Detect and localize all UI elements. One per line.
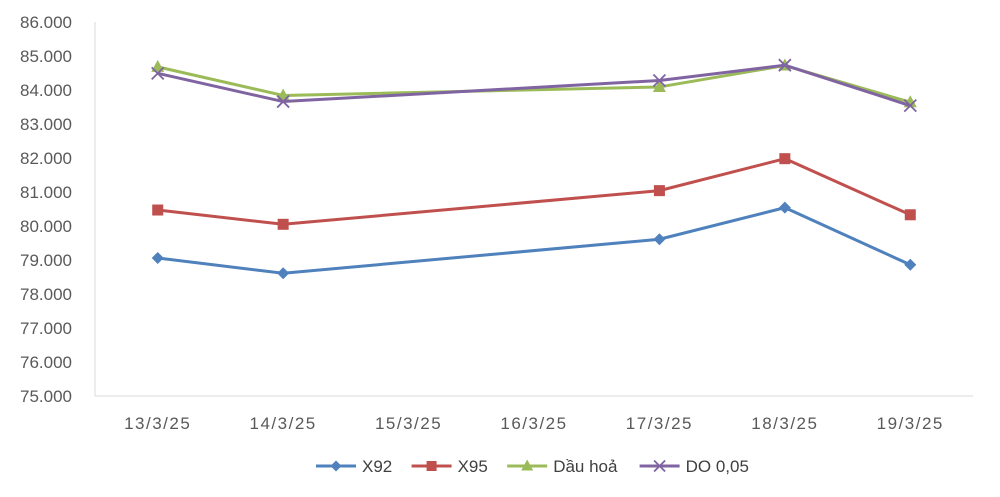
data-point (653, 233, 666, 246)
legend-label: Dầu hoả (553, 457, 618, 476)
data-point (652, 73, 667, 88)
x-tick-label: 17/3/25 (626, 414, 693, 433)
legend-item: X92 (316, 457, 392, 476)
y-tick-label: 75.000 (20, 387, 72, 406)
legend-marker (330, 460, 342, 472)
y-tick-label: 84.000 (20, 81, 72, 100)
y-tick-label: 86.000 (20, 13, 72, 32)
data-point (151, 66, 165, 80)
series-line (157, 63, 911, 108)
legend-marker (426, 461, 437, 471)
y-tick-label: 76.000 (20, 353, 72, 372)
data-point (277, 218, 289, 230)
data-point (151, 59, 165, 72)
series-line (157, 64, 911, 104)
data-point (151, 251, 164, 264)
series-triangle (151, 58, 917, 108)
legend-marker (653, 459, 666, 473)
data-point (903, 99, 917, 113)
series-square (152, 153, 916, 230)
legend: X92 X95 Dầu hoả DO 0,05 (316, 457, 749, 476)
x-tick-label: 19/3/25 (877, 414, 944, 433)
data-point (778, 58, 792, 72)
y-tick-label: 83.000 (20, 115, 72, 134)
x-tick-label: 18/3/25 (751, 414, 818, 433)
x-tick-label: 16/3/25 (500, 414, 567, 433)
series-x (151, 58, 917, 113)
legend-item: Dầu hoả (507, 457, 618, 476)
y-tick-label: 79.000 (20, 251, 72, 270)
legend-label: X92 (362, 457, 392, 476)
y-axis-ticks: 75.000 76.000 77.000 78.000 79.000 80.000 81.0… (20, 13, 72, 406)
data-point (652, 79, 666, 92)
legend-marker (521, 459, 534, 471)
data-point (779, 153, 791, 165)
legend-label: DO 0,05 (686, 457, 749, 476)
y-tick-label: 78.000 (20, 285, 72, 304)
y-tick-label: 81.000 (20, 183, 72, 202)
data-point (653, 185, 665, 197)
x-tick-label: 13/3/25 (124, 414, 191, 433)
legend-item: X95 (411, 457, 488, 476)
y-tick-label: 80.000 (20, 217, 72, 236)
data-point (277, 267, 290, 280)
y-tick-label: 85.000 (20, 47, 72, 66)
data-point (152, 204, 164, 216)
series-layer (151, 58, 917, 280)
y-tick-label: 82.000 (20, 149, 72, 168)
data-point (904, 258, 917, 271)
series-line (157, 206, 911, 275)
data-point (904, 209, 916, 221)
x-axis-ticks: 13/3/25 14/3/25 15/3/25 16/3/25 17/3/25 18/3/… (124, 414, 944, 433)
legend-label: X95 (458, 457, 488, 476)
legend-item: DO 0,05 (639, 457, 749, 476)
x-tick-label: 14/3/25 (250, 414, 317, 433)
x-tick-label: 15/3/25 (375, 414, 442, 433)
data-point (276, 94, 290, 109)
y-tick-label: 77.000 (20, 319, 72, 338)
series-diamond (151, 201, 917, 280)
data-point (778, 201, 791, 214)
